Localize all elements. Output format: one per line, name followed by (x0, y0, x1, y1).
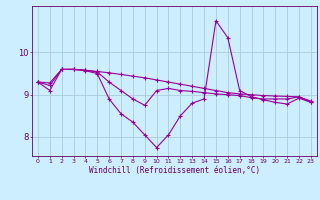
X-axis label: Windchill (Refroidissement éolien,°C): Windchill (Refroidissement éolien,°C) (89, 166, 260, 175)
